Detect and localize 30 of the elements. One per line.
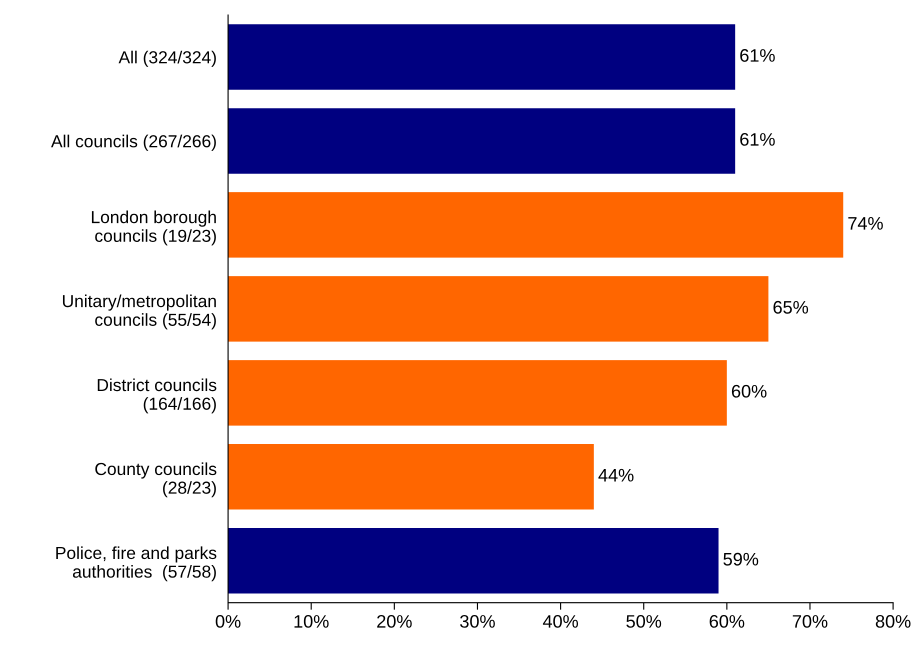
data-label: 65% — [773, 300, 808, 314]
x-tick-label: 40% — [542, 615, 578, 628]
bar — [228, 276, 768, 342]
bar — [228, 192, 844, 258]
x-tick-label: 80% — [876, 615, 911, 628]
x-tick-label: 20% — [377, 615, 412, 628]
y-tick-label: All (324/324) — [118, 50, 216, 67]
y-tick-label: County councils (28/23) — [95, 462, 216, 498]
x-tick-label: 10% — [294, 615, 329, 628]
y-tick-label: All councils (267/266) — [51, 134, 216, 151]
data-label: 60% — [732, 384, 767, 398]
data-label: 61% — [740, 49, 775, 62]
y-tick-label: Unitary/metropolitan councils (55/54) — [62, 294, 216, 330]
bar — [228, 108, 736, 174]
bar — [228, 360, 727, 426]
x-tick-label: 60% — [710, 615, 744, 628]
data-label: 61% — [740, 133, 775, 146]
data-label: 59% — [723, 552, 758, 566]
x-tick-label: 50% — [626, 615, 662, 628]
data-label: 44% — [598, 468, 634, 482]
y-tick-label: London borough councils (19/23) — [92, 210, 216, 246]
bar — [228, 444, 594, 510]
data-label: 74% — [848, 217, 883, 230]
x-tick-label: 70% — [792, 615, 828, 628]
y-tick-label: Police, fire and parks authorities (57/58) — [56, 546, 216, 582]
x-tick-label: 0% — [216, 615, 240, 628]
bar — [228, 24, 736, 90]
y-tick-label: District councils (164/166) — [98, 378, 216, 414]
bar — [228, 528, 719, 594]
x-tick-label: 30% — [460, 615, 495, 628]
